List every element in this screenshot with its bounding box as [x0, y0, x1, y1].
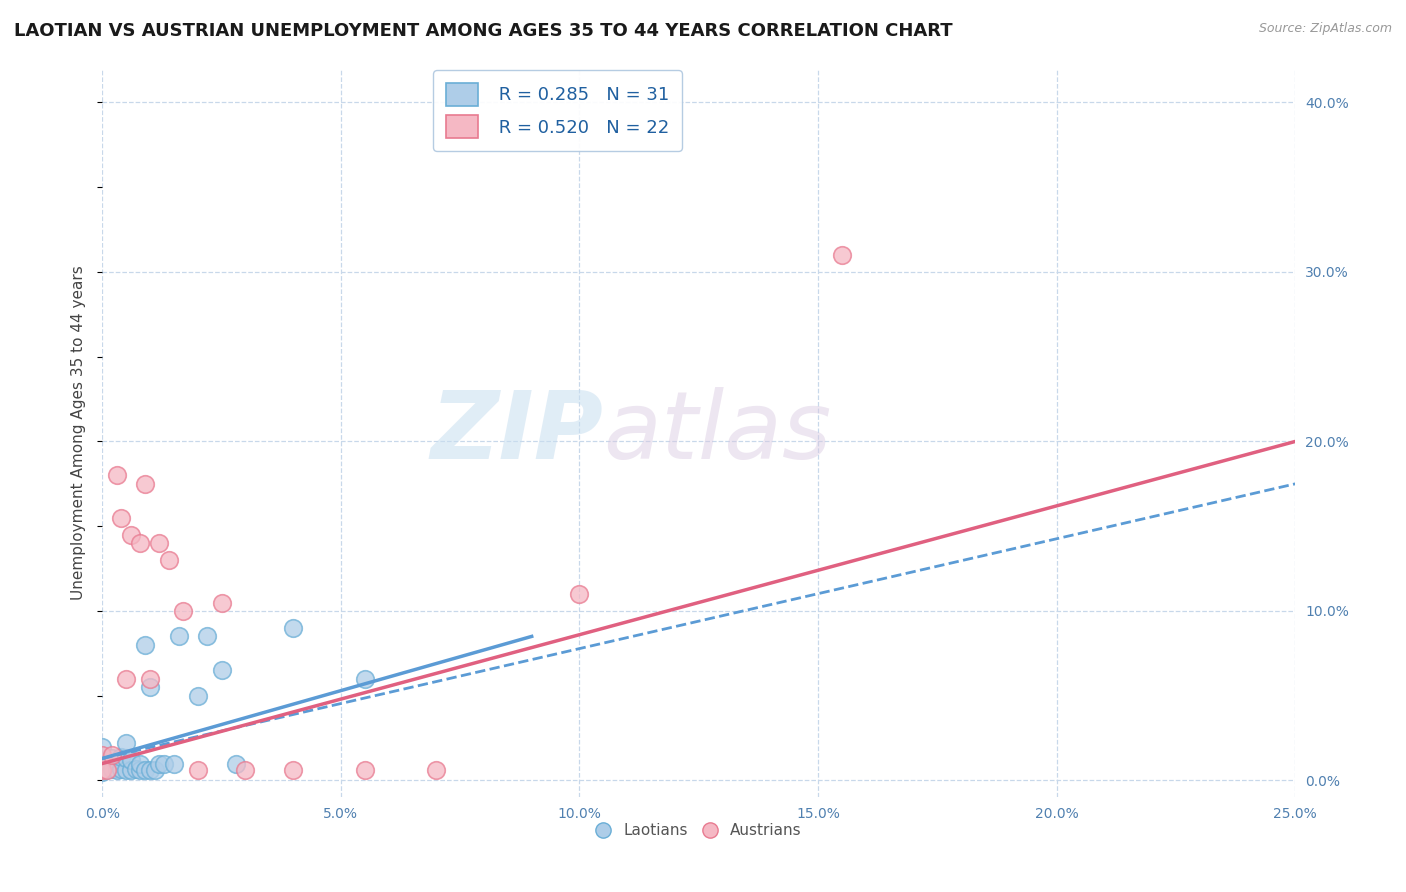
Point — [115, 764, 138, 778]
Point — [96, 764, 118, 778]
Point — [91, 764, 114, 778]
Point — [105, 468, 128, 483]
Point — [148, 536, 170, 550]
Point — [211, 595, 233, 609]
Point — [157, 553, 180, 567]
Point — [115, 751, 138, 765]
Point — [120, 764, 142, 778]
Text: atlas: atlas — [603, 387, 831, 478]
Point — [353, 672, 375, 686]
Point — [134, 638, 156, 652]
Point — [281, 621, 304, 635]
Point — [100, 747, 122, 762]
Point — [129, 764, 152, 778]
Point — [148, 756, 170, 771]
Point — [120, 753, 142, 767]
Point — [281, 764, 304, 778]
Point — [195, 629, 218, 643]
Point — [139, 680, 162, 694]
Point — [100, 762, 122, 776]
Point — [91, 739, 114, 754]
Point — [425, 764, 447, 778]
Point — [115, 672, 138, 686]
Point — [105, 764, 128, 778]
Point — [163, 756, 186, 771]
Point — [568, 587, 591, 601]
Point — [153, 756, 176, 771]
Point — [134, 764, 156, 778]
Point — [187, 689, 209, 703]
Legend: Laotians, Austrians: Laotians, Austrians — [589, 817, 808, 845]
Point — [235, 764, 257, 778]
Point — [110, 762, 132, 776]
Point — [120, 527, 142, 541]
Y-axis label: Unemployment Among Ages 35 to 44 years: Unemployment Among Ages 35 to 44 years — [72, 266, 86, 600]
Point — [143, 764, 166, 778]
Point — [187, 764, 209, 778]
Text: LAOTIAN VS AUSTRIAN UNEMPLOYMENT AMONG AGES 35 TO 44 YEARS CORRELATION CHART: LAOTIAN VS AUSTRIAN UNEMPLOYMENT AMONG A… — [14, 22, 953, 40]
Point — [100, 751, 122, 765]
Point — [225, 756, 247, 771]
Point — [91, 747, 114, 762]
Point — [167, 629, 190, 643]
Point — [124, 762, 146, 776]
Point — [211, 663, 233, 677]
Point — [129, 756, 152, 771]
Point — [91, 764, 114, 779]
Point — [831, 248, 853, 262]
Point — [110, 510, 132, 524]
Text: ZIP: ZIP — [430, 387, 603, 479]
Point — [139, 672, 162, 686]
Point — [139, 764, 162, 778]
Point — [129, 536, 152, 550]
Point — [115, 736, 138, 750]
Text: Source: ZipAtlas.com: Source: ZipAtlas.com — [1258, 22, 1392, 36]
Point — [110, 749, 132, 764]
Point — [172, 604, 194, 618]
Point — [353, 764, 375, 778]
Point — [91, 753, 114, 767]
Point — [134, 476, 156, 491]
